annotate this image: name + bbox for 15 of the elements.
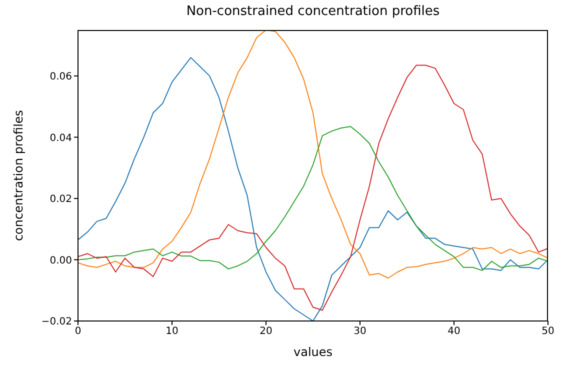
x-tick-label: 10 — [166, 326, 178, 338]
x-tick-label: 50 — [542, 326, 554, 338]
y-tick-label: 0.04 — [50, 132, 72, 144]
y-tick-label: 0.06 — [50, 71, 72, 82]
x-axis-title: values — [293, 345, 333, 359]
x-tick-label: 30 — [354, 326, 366, 338]
y-tick-label: 0.02 — [50, 194, 72, 206]
x-tick-label: 40 — [448, 326, 460, 338]
y-tick-label: 0.00 — [50, 255, 72, 266]
chart-title: Non-constrained concentration profiles — [185, 4, 441, 19]
y-axis-title: concentration profiles — [11, 110, 26, 242]
y-tick-label: −0.02 — [41, 316, 72, 328]
line-series — [78, 126, 548, 271]
x-tick-label: 0 — [74, 326, 82, 338]
x-tick-label: 20 — [260, 326, 272, 338]
